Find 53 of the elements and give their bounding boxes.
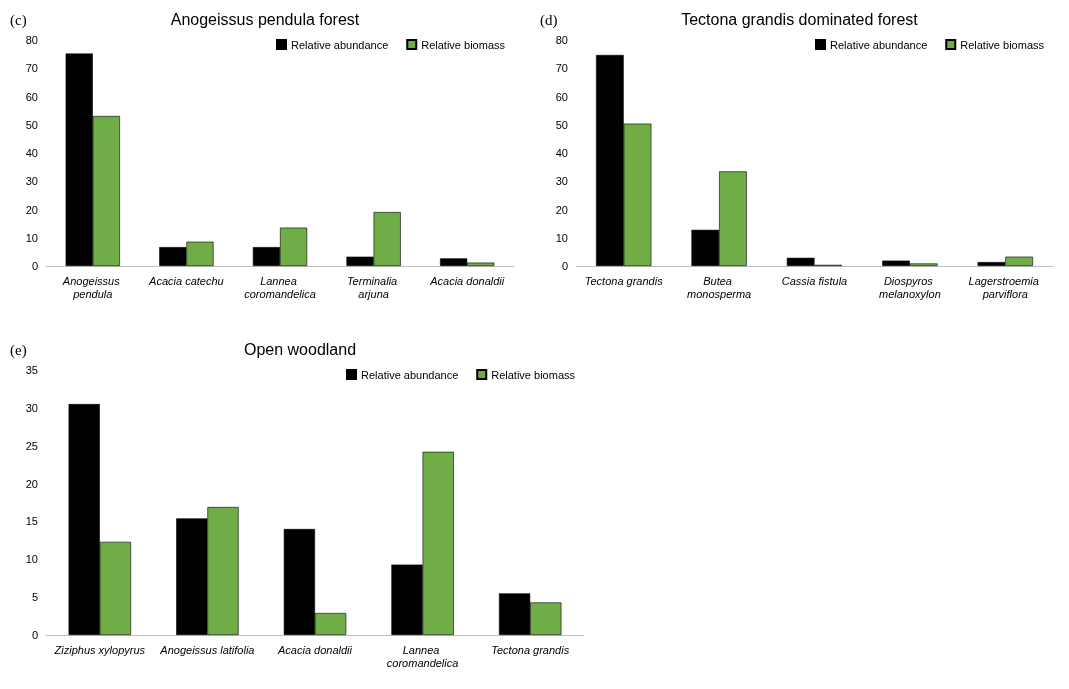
y-tick-label: 80 — [555, 34, 568, 46]
x-tick-label: Ziziphus xylopyrus — [53, 643, 146, 656]
chart-title: Open woodland — [243, 340, 357, 358]
y-tick-label: 25 — [25, 439, 38, 452]
x-tick-label: Cassia fistula — [781, 274, 848, 287]
y-tick-label: 5 — [31, 591, 38, 604]
x-tick-label: Lannea coromandelica — [244, 274, 316, 300]
text: (d) — [540, 11, 558, 29]
legend-label: Relative biomass — [960, 38, 1045, 51]
y-tick-label: 0 — [561, 260, 568, 272]
legend-label: Relative abundance — [361, 368, 459, 381]
x-tick-label: Terminalia arjuna — [346, 274, 401, 300]
y-tick-label: 10 — [25, 553, 38, 566]
y-tick-label: 35 — [25, 364, 38, 376]
y-tick-label: 20 — [25, 477, 38, 490]
legend-label: Relative abundance — [291, 38, 389, 51]
x-tick-label: Lannea coromandelica — [386, 643, 459, 669]
y-tick-label: 10 — [25, 231, 38, 244]
legend-label: Relative abundance — [830, 38, 928, 51]
text: (e) — [10, 341, 27, 359]
y-tick-label: 70 — [25, 62, 38, 75]
y-tick-label: 40 — [555, 147, 568, 159]
y-tick-label: 30 — [25, 175, 38, 188]
x-tick-label: Butea monosperma — [687, 274, 752, 300]
x-tick-label: Tectona grandis — [584, 274, 664, 287]
text: (c) — [10, 11, 27, 29]
x-tick-label: Tectona grandis — [491, 643, 570, 656]
x-tick-label: Acacia catechu — [148, 274, 224, 287]
y-tick-label: 60 — [25, 90, 38, 103]
x-tick-label: Anogeissus pendula — [61, 274, 123, 300]
legend-label: Relative biomass — [491, 368, 576, 381]
chart-title: Anogeissus pendula forest — [170, 10, 360, 28]
y-tick-label: 20 — [25, 203, 38, 216]
y-tick-label: 50 — [555, 118, 568, 131]
legend-label: Relative biomass — [421, 38, 506, 51]
x-tick-label: Anogeissus latifolia — [159, 643, 255, 656]
y-tick-label: 0 — [31, 260, 38, 272]
chart-title: Tectona grandis dominated forest — [681, 10, 919, 28]
y-tick-label: 60 — [555, 90, 568, 103]
y-tick-label: 20 — [555, 203, 568, 216]
y-tick-label: 50 — [25, 118, 38, 131]
y-tick-label: 30 — [25, 401, 38, 414]
x-tick-label: Acacia donaldii — [277, 643, 353, 656]
y-tick-label: 0 — [31, 629, 38, 641]
y-tick-label: 10 — [555, 231, 568, 244]
y-tick-label: 30 — [555, 175, 568, 188]
y-tick-label: 40 — [25, 147, 38, 159]
x-tick-label: Lagerstroemia parviflora — [968, 274, 1042, 300]
y-tick-label: 70 — [555, 62, 568, 75]
x-tick-label: Acacia donaldii — [429, 274, 505, 287]
y-tick-label: 15 — [25, 515, 38, 528]
x-tick-label: Diospyros melanoxylon — [879, 274, 941, 300]
y-tick-label: 80 — [25, 34, 38, 46]
